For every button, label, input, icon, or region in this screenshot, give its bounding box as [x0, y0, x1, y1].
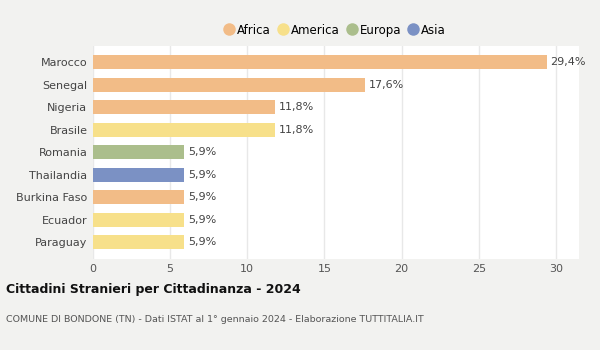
Text: 5,9%: 5,9% [188, 170, 216, 180]
Text: 5,9%: 5,9% [188, 147, 216, 157]
Text: 5,9%: 5,9% [188, 237, 216, 247]
Bar [93, 123, 275, 137]
Bar [93, 78, 365, 92]
Text: 5,9%: 5,9% [188, 192, 216, 202]
Text: 5,9%: 5,9% [188, 215, 216, 225]
Legend: Africa, America, Europa, Asia: Africa, America, Europa, Asia [221, 19, 451, 42]
Text: 17,6%: 17,6% [368, 80, 404, 90]
Bar [93, 145, 184, 159]
Text: Cittadini Stranieri per Cittadinanza - 2024: Cittadini Stranieri per Cittadinanza - 2… [6, 284, 301, 296]
Bar [93, 100, 275, 114]
Bar [93, 213, 184, 227]
Text: 29,4%: 29,4% [550, 57, 586, 67]
Text: 11,8%: 11,8% [279, 125, 314, 135]
Bar [93, 235, 184, 249]
Bar [93, 168, 184, 182]
Bar [93, 55, 547, 69]
Text: 11,8%: 11,8% [279, 102, 314, 112]
Bar [93, 190, 184, 204]
Text: COMUNE DI BONDONE (TN) - Dati ISTAT al 1° gennaio 2024 - Elaborazione TUTTITALIA: COMUNE DI BONDONE (TN) - Dati ISTAT al 1… [6, 315, 424, 324]
